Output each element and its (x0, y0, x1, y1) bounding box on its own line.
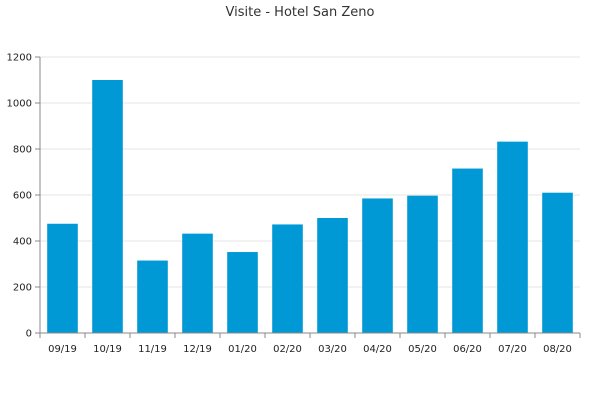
x-tick-label: 03/20 (318, 344, 347, 355)
bar-08/20 (542, 192, 573, 333)
x-tick-label: 04/20 (363, 344, 392, 355)
y-tick-label: 1000 (7, 99, 32, 110)
x-tick-label: 06/20 (453, 344, 482, 355)
bar-02/20 (272, 224, 303, 333)
y-tick-label: 0 (26, 329, 32, 340)
x-tick-label: 05/20 (408, 344, 437, 355)
bar-05/20 (407, 195, 438, 333)
x-tick-label: 08/20 (543, 344, 572, 355)
y-tick-label: 1200 (7, 53, 32, 64)
bar-10/19 (92, 80, 123, 333)
bar-01/20 (227, 252, 258, 333)
grid-lines (40, 56, 580, 288)
chart-title: Visite - Hotel San Zeno (226, 5, 375, 20)
y-tick-label: 600 (13, 191, 32, 202)
bar-06/20 (452, 168, 483, 333)
x-tick-label: 09/19 (48, 344, 77, 355)
y-tick-label: 400 (13, 237, 32, 248)
bar-11/19 (137, 260, 168, 333)
bar-04/20 (362, 198, 393, 333)
bar-12/19 (182, 233, 213, 333)
y-tick-label: 200 (13, 283, 32, 294)
bar-09/19 (47, 223, 78, 333)
bar-07/20 (497, 141, 528, 333)
x-tick-label: 01/20 (228, 344, 257, 355)
x-tick-label: 12/19 (183, 344, 212, 355)
y-axis-ticks: 0 200 400 600 800 1000 1200 (7, 53, 40, 340)
x-axis-ticks: 09/19 10/19 11/19 12/19 01/20 02/20 03/20 04/20… (48, 333, 581, 355)
x-tick-label: 10/19 (93, 344, 122, 355)
y-tick-label: 800 (13, 145, 32, 156)
x-tick-label: 02/20 (273, 344, 302, 355)
bars (47, 80, 573, 333)
x-tick-label: 07/20 (498, 344, 527, 355)
x-tick-label: 11/19 (138, 344, 167, 355)
bar-03/20 (317, 218, 348, 333)
